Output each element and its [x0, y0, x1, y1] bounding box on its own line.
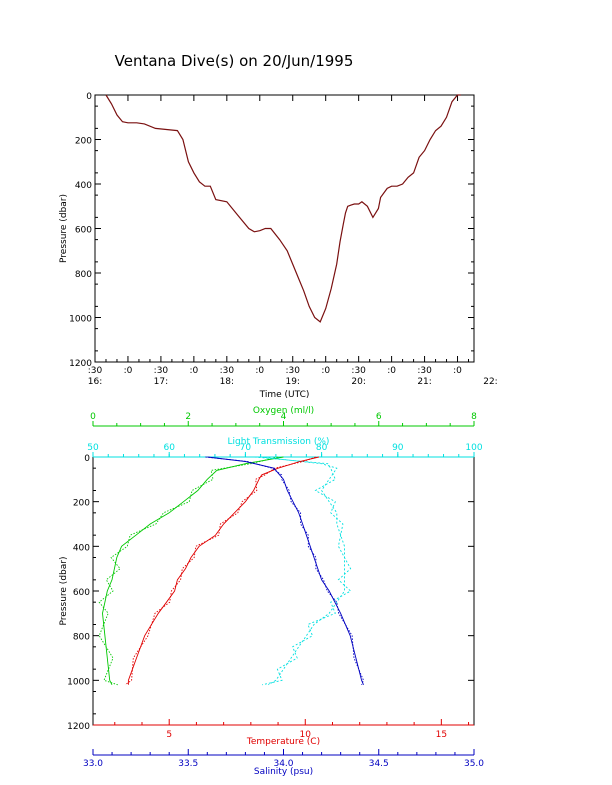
x-hour-label: 18:	[220, 377, 234, 387]
oxygen-profile	[98, 456, 278, 686]
oxygen-tick-label: 6	[376, 412, 382, 422]
salinity-tick-label: 34.0	[273, 759, 293, 769]
x-tick-label: :0	[189, 366, 198, 376]
x-hour-label: 20:	[351, 377, 365, 387]
light-tick-label: 50	[87, 443, 99, 453]
y-tick-label: 200	[73, 499, 90, 509]
oxygen-tick-label: 2	[185, 412, 191, 422]
chart-title: Ventana Dive(s) on 20/Jun/1995	[115, 52, 354, 70]
x-hour-label: 16:	[88, 377, 102, 387]
y-tick-label: 1200	[67, 722, 90, 732]
light-profile	[254, 456, 352, 686]
x-tick-label: :0	[321, 366, 330, 376]
x-tick-label: :0	[453, 366, 462, 376]
oxygen-tick-label: 8	[471, 412, 477, 422]
temperature-profile	[127, 456, 320, 685]
x-tick-label: :30	[220, 366, 235, 376]
x-hour-label: 17:	[154, 377, 168, 387]
bottom-panel: 0 200 400 600 800 1000 1200 Pressure (dbar) 0 2 4 6…	[59, 406, 484, 777]
salinity-profile	[205, 456, 364, 685]
y-tick-label: 800	[73, 633, 90, 643]
salinity-tick-label: 35.0	[464, 759, 484, 769]
oxygen-profile	[102, 456, 284, 686]
temperature-profile	[124, 456, 316, 686]
light-tick-label: 100	[465, 443, 482, 453]
x-tick-label: :30	[154, 366, 169, 376]
y-axis-label: Pressure (dbar)	[59, 557, 69, 626]
temperature-axis-label: Temperature (C)	[246, 737, 320, 747]
y-tick-label: 1000	[69, 315, 92, 325]
salinity-tick-label: 33.5	[178, 759, 198, 769]
x-tick-label: :0	[387, 366, 396, 376]
temperature-tick-label: 15	[436, 730, 447, 740]
salinity-profile	[207, 456, 364, 685]
plot-frame	[92, 456, 475, 726]
x-tick-label: :0	[255, 366, 264, 376]
y-tick-label: 1000	[67, 677, 90, 687]
oxygen-tick-label: 4	[281, 412, 287, 422]
light-tick-label: 90	[392, 443, 404, 453]
oxygen-tick-label: 0	[90, 412, 96, 422]
x-hour-label: 19:	[285, 377, 299, 387]
y-tick-label: 0	[86, 92, 92, 102]
y-tick-label: 800	[75, 270, 92, 280]
x-tick-label: :30	[285, 366, 300, 376]
y-tick-label: 1200	[69, 359, 92, 369]
y-tick-label: 400	[75, 181, 92, 191]
x-tick-label: :0	[124, 366, 133, 376]
x-tick-label: :30	[417, 366, 432, 376]
x-hour-label: 22:	[483, 377, 497, 387]
y-tick-label: 600	[73, 588, 90, 598]
top-panel: 020040060080010001200:30:0:30:0:30:0:30:…	[59, 92, 498, 400]
y-tick-label: 400	[73, 543, 90, 553]
x-tick-label: :30	[351, 366, 366, 376]
light-axis-label: Light Transmission (%)	[228, 437, 330, 447]
y-tick-label: 600	[75, 226, 92, 236]
salinity-tick-label: 34.5	[369, 759, 389, 769]
x-tick-label: :30	[88, 366, 103, 376]
light-tick-label: 60	[163, 443, 175, 453]
y-tick-label: 0	[84, 454, 90, 464]
temperature-tick-label: 10	[300, 730, 312, 740]
temperature-tick-label: 5	[166, 730, 172, 740]
light-profile	[260, 456, 345, 686]
y-tick-label: 200	[75, 137, 92, 147]
light-tick-label: 80	[316, 443, 328, 453]
light-tick-label: 70	[240, 443, 252, 453]
salinity-axis-label: Salinity (psu)	[254, 767, 313, 777]
pressure-trace	[105, 94, 461, 323]
plot-frame	[94, 94, 475, 363]
x-hour-label: 21:	[417, 377, 431, 387]
oxygen-axis-label: Oxygen (ml/l)	[253, 406, 314, 416]
y-axis-label: Pressure (dbar)	[59, 194, 69, 263]
x-axis-label: Time (UTC)	[259, 390, 310, 400]
salinity-tick-label: 33.0	[83, 759, 103, 769]
